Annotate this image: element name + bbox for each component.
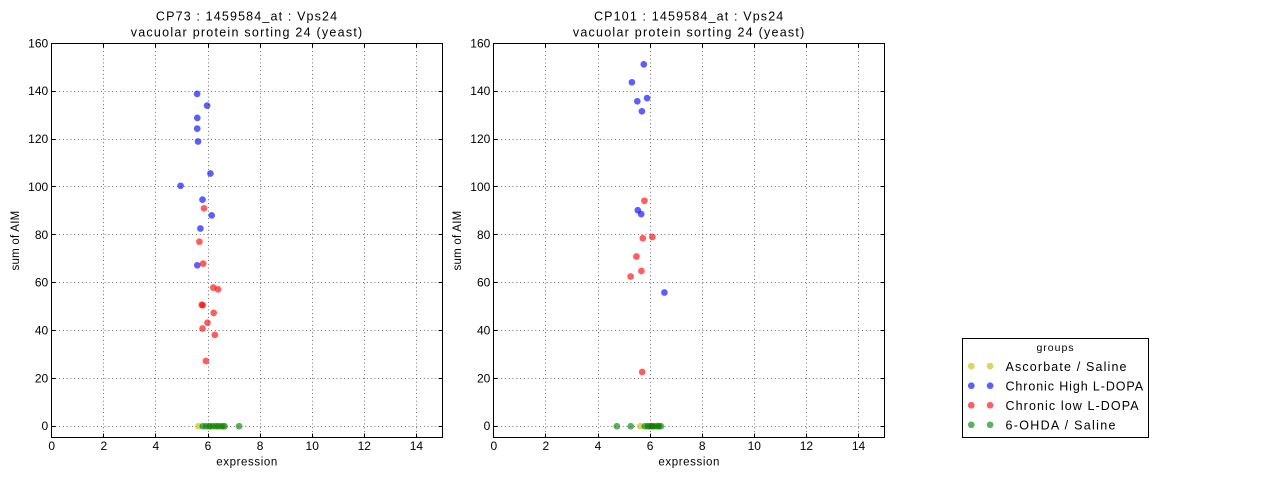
svg-text:expression: expression [658, 457, 720, 469]
svg-text:0: 0 [490, 439, 497, 453]
svg-text:14: 14 [852, 439, 866, 453]
svg-text:Chronic High L-DOPA: Chronic High L-DOPA [1006, 380, 1144, 394]
svg-text:8: 8 [257, 439, 264, 453]
svg-text:0: 0 [484, 419, 491, 433]
svg-text:20: 20 [35, 371, 49, 385]
svg-text:6: 6 [205, 439, 212, 453]
svg-text:8: 8 [699, 439, 706, 453]
svg-text:40: 40 [35, 324, 49, 338]
svg-text:160: 160 [28, 36, 48, 50]
svg-text:100: 100 [470, 180, 490, 194]
svg-text:12: 12 [800, 439, 814, 453]
svg-text:0: 0 [42, 419, 49, 433]
svg-text:6-OHDA / Saline: 6-OHDA / Saline [1006, 419, 1117, 433]
svg-text:120: 120 [470, 132, 490, 146]
svg-text:140: 140 [28, 84, 48, 98]
svg-text:expression: expression [216, 457, 278, 469]
svg-text:4: 4 [595, 439, 602, 453]
svg-text:120: 120 [28, 132, 48, 146]
svg-text:vacuolar protein sorting 24 (y: vacuolar protein sorting 24 (yeast) [131, 25, 364, 39]
svg-text:sum of AIM: sum of AIM [452, 210, 464, 270]
svg-text:40: 40 [477, 324, 491, 338]
svg-text:60: 60 [35, 276, 49, 290]
svg-text:12: 12 [358, 439, 372, 453]
svg-text:140: 140 [470, 84, 490, 98]
svg-text:Ascorbate / Saline: Ascorbate / Saline [1006, 360, 1128, 374]
svg-text:20: 20 [477, 371, 491, 385]
svg-text:2: 2 [543, 439, 550, 453]
svg-text:0: 0 [48, 439, 55, 453]
svg-text:160: 160 [470, 36, 490, 50]
svg-text:groups: groups [1036, 342, 1074, 354]
svg-text:sum of AIM: sum of AIM [10, 210, 22, 270]
svg-text:10: 10 [748, 439, 762, 453]
svg-text:CP73 : 1459584_at : Vps24: CP73 : 1459584_at : Vps24 [156, 10, 338, 24]
svg-text:2: 2 [100, 439, 107, 453]
svg-text:4: 4 [153, 439, 160, 453]
svg-text:6: 6 [647, 439, 654, 453]
svg-text:CP101 : 1459584_at : Vps24: CP101 : 1459584_at : Vps24 [594, 10, 784, 24]
svg-text:14: 14 [410, 439, 424, 453]
svg-text:60: 60 [477, 276, 491, 290]
svg-text:100: 100 [28, 180, 48, 194]
svg-text:80: 80 [35, 228, 49, 242]
svg-text:Chronic low L-DOPA: Chronic low L-DOPA [1006, 399, 1140, 413]
svg-text:10: 10 [306, 439, 320, 453]
svg-text:80: 80 [477, 228, 491, 242]
svg-text:vacuolar protein sorting 24 (y: vacuolar protein sorting 24 (yeast) [573, 25, 806, 39]
